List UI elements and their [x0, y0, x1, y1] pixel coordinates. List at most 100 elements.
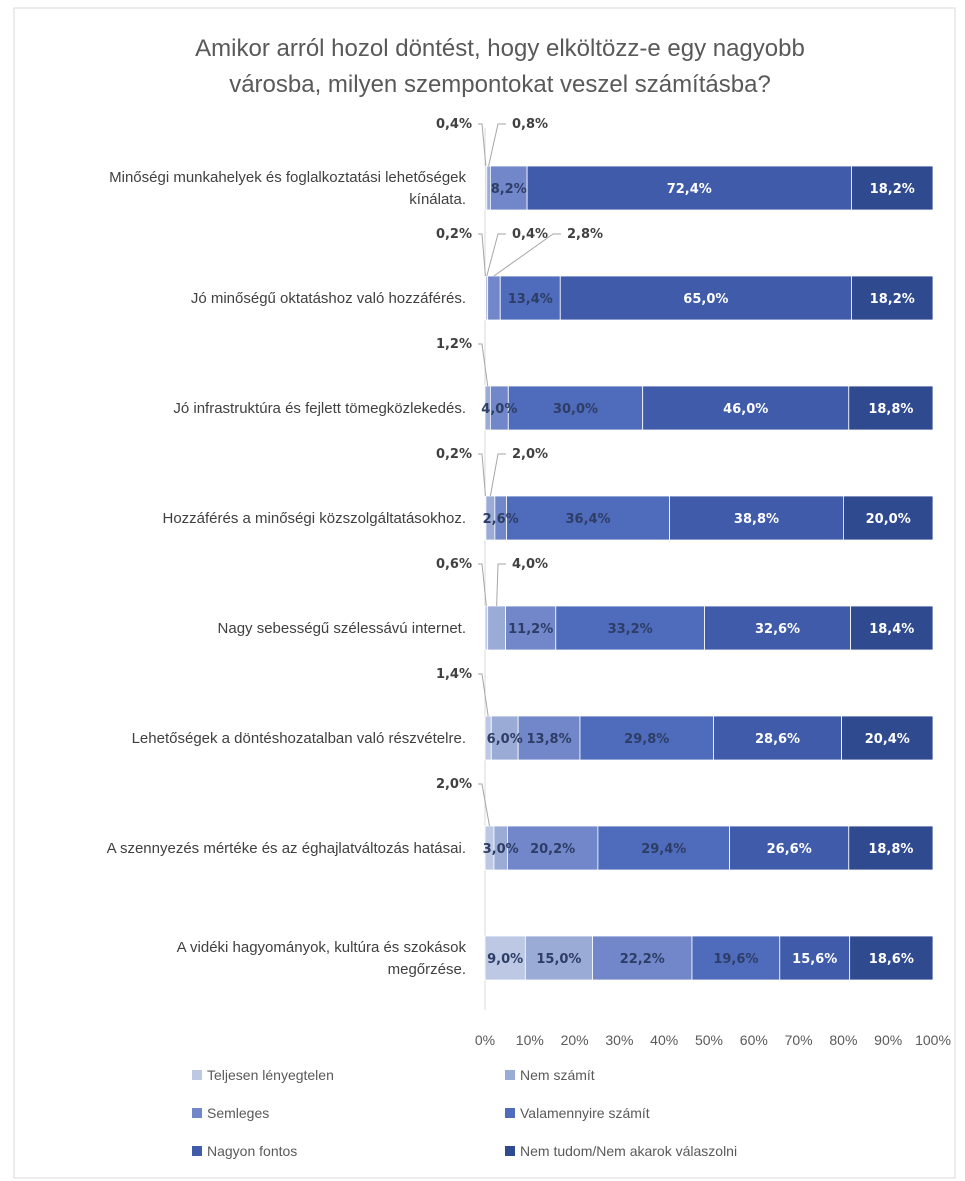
chart-border — [13, 7, 956, 1179]
bar-segment — [524, 935, 593, 981]
legend-item: Teljesen lényegtelen — [192, 1067, 334, 1083]
data-label: 65,0% — [683, 292, 728, 307]
x-tick-label: 10% — [516, 1032, 544, 1048]
data-label: 20,2% — [530, 842, 575, 857]
x-tick-label: 90% — [874, 1032, 902, 1048]
bar-segment — [506, 825, 599, 871]
data-label: 28,6% — [755, 732, 800, 747]
x-tick-label: 30% — [605, 1032, 633, 1048]
data-label: 8,2% — [491, 182, 527, 197]
data-label: 18,8% — [868, 402, 913, 417]
data-label: 72,4% — [667, 182, 712, 197]
bar-segment — [779, 935, 851, 981]
data-label: 13,4% — [508, 292, 553, 307]
x-tick-label: 40% — [650, 1032, 678, 1048]
x-tick-label: 0% — [475, 1032, 495, 1048]
callout-label: 0,6% — [436, 557, 472, 572]
bar-segment — [669, 495, 844, 541]
legend-label: Teljesen lényegtelen — [207, 1067, 334, 1083]
bar-row — [484, 605, 934, 651]
x-tick-label: 50% — [695, 1032, 723, 1048]
bar-segment — [848, 385, 934, 431]
data-label: 15,0% — [536, 952, 581, 967]
data-label: 11,2% — [508, 622, 553, 637]
bar-row — [484, 825, 934, 871]
data-label: 2,6% — [483, 512, 519, 527]
category-label: Jó infrastruktúra és fejlett tömegközlek… — [173, 400, 466, 417]
category-label: Jó minőségű oktatáshoz való hozzáférés. — [191, 290, 466, 307]
bar-segment — [559, 275, 852, 321]
legend-item: Valamennyire számít — [505, 1105, 650, 1121]
x-tick-label: 20% — [561, 1032, 589, 1048]
x-tick-label: 80% — [829, 1032, 857, 1048]
category-label: megőrzése. — [388, 961, 466, 978]
callout-label: 1,4% — [436, 667, 472, 682]
legend: Teljesen lényegtelen Nem számít Semleges Va… — [192, 1067, 737, 1159]
data-label: 18,6% — [869, 952, 914, 967]
bar-segment — [841, 715, 934, 761]
data-label: 18,2% — [870, 292, 915, 307]
data-label: 18,8% — [868, 842, 913, 857]
category-labels: 8,2% 72,4% 18,2% Minőségi munkahelyek és fo… — [107, 169, 915, 978]
bar-row — [484, 275, 934, 321]
bar-segment — [517, 715, 581, 761]
legend-item: Semleges — [192, 1105, 269, 1121]
bar-segment — [506, 495, 670, 541]
legend-label: Nagyon fontos — [207, 1143, 297, 1159]
bar-segment — [843, 495, 934, 541]
data-label: 4,0% — [481, 402, 517, 417]
data-label: 19,6% — [713, 952, 758, 967]
legend-swatch — [192, 1146, 202, 1156]
callout-leader — [488, 123, 506, 167]
x-tick-label: 60% — [740, 1032, 768, 1048]
data-label: 20,4% — [865, 732, 910, 747]
data-label: 30,0% — [553, 402, 598, 417]
data-label: 33,2% — [608, 622, 653, 637]
data-label: 32,6% — [755, 622, 800, 637]
legend-swatch — [192, 1108, 202, 1118]
bar-segment — [487, 605, 507, 651]
plot-area — [484, 128, 934, 1010]
data-label: 29,4% — [641, 842, 686, 857]
data-label: 18,4% — [869, 622, 914, 637]
bar-segment — [848, 825, 934, 871]
data-label: 22,2% — [620, 952, 665, 967]
bar-segment — [850, 605, 934, 651]
callout-leader — [478, 673, 489, 717]
callout-label: 2,0% — [512, 447, 548, 462]
callout-leader — [478, 233, 486, 277]
bar-segment — [507, 385, 644, 431]
data-label: 26,6% — [767, 842, 812, 857]
callout-label: 0,2% — [436, 227, 472, 242]
data-label: 6,0% — [487, 732, 523, 747]
callout-leader — [496, 563, 506, 607]
legend-item: Nagyon fontos — [192, 1143, 297, 1159]
legend-item: Nem számít — [505, 1067, 595, 1083]
callout-label: 2,0% — [436, 777, 472, 792]
bar-segment — [490, 715, 519, 761]
category-label: Lehetőségek a döntéshozatalban való rész… — [132, 730, 466, 747]
callout-label: 2,8% — [567, 227, 603, 242]
callout-label: 0,4% — [436, 117, 472, 132]
bar-segment — [592, 935, 693, 981]
bar-segment — [704, 605, 851, 651]
data-label: 46,0% — [723, 402, 768, 417]
bar-row — [484, 165, 934, 211]
callout-leader — [493, 233, 561, 277]
callout-leader — [489, 453, 506, 497]
data-label: 15,6% — [792, 952, 837, 967]
callout-leader — [478, 453, 486, 497]
category-label: A szennyezés mértéke és az éghajlatválto… — [107, 840, 466, 857]
category-label: Hozzáférés a minőségi közszolgáltatásokh… — [163, 510, 467, 527]
category-label: A vidéki hagyományok, kultúra és szokáso… — [177, 939, 467, 956]
legend-swatch — [505, 1146, 515, 1156]
bar-segment — [484, 605, 489, 651]
category-label: kínálata. — [409, 191, 466, 208]
data-label: 20,0% — [866, 512, 911, 527]
legend-label: Nem tudom/Nem akarok válaszolni — [520, 1143, 737, 1159]
callout-label: 0,4% — [512, 227, 548, 242]
category-label: Minőségi munkahelyek és foglalkoztatási … — [109, 169, 466, 186]
bar-segment — [851, 275, 934, 321]
bar-segment — [691, 935, 781, 981]
